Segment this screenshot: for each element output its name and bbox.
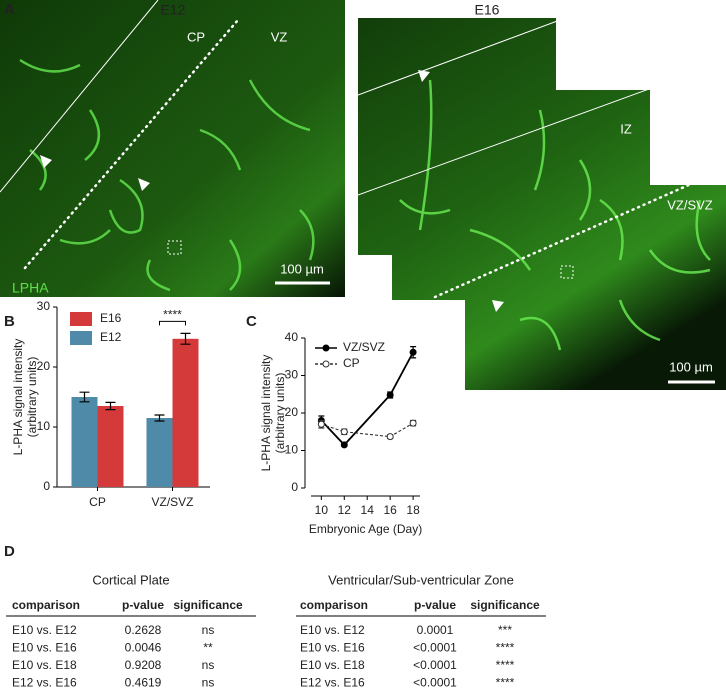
table-cell: E10 vs. E18 — [12, 658, 77, 672]
scale-bar-label: 100 µm — [280, 261, 324, 276]
table-cell: **** — [496, 676, 515, 690]
table-header: p-value — [122, 598, 164, 612]
table-cell: E10 vs. E12 — [300, 623, 365, 637]
scale-bar-label: 100 µm — [669, 359, 713, 374]
y-tick-label: 30 — [285, 368, 299, 382]
panel-label: D — [4, 543, 15, 560]
micrograph-e12 — [0, 0, 345, 297]
error-bar — [154, 414, 165, 422]
table-cell: 0.0046 — [125, 641, 162, 655]
legend-marker — [322, 360, 330, 368]
marker — [317, 420, 325, 428]
zone-label: IZ — [620, 121, 632, 136]
y-tick-label: 0 — [291, 480, 298, 494]
table-cell: ** — [203, 641, 213, 655]
legend-label: E16 — [100, 311, 122, 325]
table-cell: *** — [498, 623, 512, 637]
x-axis-label: Embryonic Age (Day) — [309, 522, 422, 536]
x-tick-label: 10 — [315, 503, 329, 517]
table-cell: **** — [496, 658, 515, 672]
x-tick-label: 12 — [338, 503, 352, 517]
table-cell: <0.0001 — [413, 658, 457, 672]
x-tick-label: CP — [89, 495, 106, 509]
table-cell: E12 vs. E16 — [12, 676, 77, 690]
x-tick-label: 16 — [383, 503, 397, 517]
table-cell: 0.2628 — [125, 623, 162, 637]
series-line — [321, 422, 414, 438]
marker — [386, 433, 394, 441]
table-cell: <0.0001 — [413, 641, 457, 655]
y-axis-label: (arbitrary units) — [273, 373, 287, 454]
table-cell: ns — [202, 658, 215, 672]
table-header: comparison — [300, 598, 368, 612]
table-header: comparison — [12, 598, 80, 612]
legend-label: CP — [343, 356, 360, 370]
error-bar — [180, 332, 191, 345]
x-tick-label: 14 — [361, 503, 375, 517]
table-header: significance — [173, 598, 243, 612]
y-tick-label: 0 — [43, 479, 50, 493]
legend-swatch — [70, 331, 92, 345]
bar — [97, 406, 124, 487]
zone-label: VZ/SVZ — [667, 197, 713, 212]
table-cell: **** — [496, 641, 515, 655]
table-header: significance — [470, 598, 540, 612]
error-bar — [105, 401, 116, 411]
y-tick-label: 10 — [37, 419, 51, 433]
table-cell: ns — [202, 676, 215, 690]
table-title: Ventricular/Sub-ventricular Zone — [328, 572, 514, 587]
table-cell: E10 vs. E16 — [12, 641, 77, 655]
legend-swatch — [70, 312, 92, 326]
table-cell: 0.4619 — [125, 676, 162, 690]
bar — [172, 338, 199, 487]
y-tick-label: 20 — [285, 405, 299, 419]
y-tick-label: 20 — [37, 359, 51, 373]
legend-label: E12 — [100, 330, 122, 344]
x-tick-label: VZ/SVZ — [151, 495, 193, 509]
legend-label: VZ/SVZ — [343, 340, 385, 354]
zone-label: VZ — [271, 29, 288, 44]
table-cell: 0.9208 — [125, 658, 162, 672]
table-cell: ns — [202, 623, 215, 637]
marker — [409, 348, 417, 356]
y-tick-label: 10 — [285, 443, 299, 457]
zone-label: CP — [187, 29, 205, 44]
panel-label: B — [4, 313, 15, 330]
bar — [146, 418, 173, 487]
marker — [409, 419, 417, 427]
y-axis-label: L-PHA signal intensity — [259, 355, 273, 472]
bar — [71, 397, 98, 487]
table-header: p-value — [414, 598, 456, 612]
table-cell: <0.0001 — [413, 676, 457, 690]
zone-label: CP — [589, 39, 607, 54]
error-bar — [79, 391, 90, 403]
table-cell: E10 vs. E12 — [12, 623, 77, 637]
panel-label: C — [246, 313, 257, 330]
y-tick-label: 30 — [37, 299, 51, 313]
stain-label: LPHA — [12, 280, 49, 296]
panel-label: A — [4, 1, 15, 18]
y-axis-label: L-PHA signal intensity — [11, 339, 25, 456]
marker — [386, 391, 394, 399]
y-tick-label: 40 — [285, 330, 299, 344]
y-axis-label: (arbitrary units) — [25, 357, 39, 438]
table-cell: 0.0001 — [417, 623, 454, 637]
series-line — [320, 351, 414, 447]
image-title: E16 — [475, 2, 500, 18]
x-tick-label: 18 — [406, 503, 420, 517]
table-cell: E12 vs. E16 — [300, 676, 365, 690]
significance-bracket — [159, 320, 186, 326]
legend-marker — [322, 344, 330, 352]
table-title: Cortical Plate — [92, 572, 169, 587]
table-cell: E10 vs. E18 — [300, 658, 365, 672]
significance-label: **** — [163, 308, 182, 322]
marker — [340, 441, 348, 449]
table-cell: E10 vs. E16 — [300, 641, 365, 655]
marker — [340, 428, 348, 436]
image-title: E12 — [161, 2, 186, 18]
